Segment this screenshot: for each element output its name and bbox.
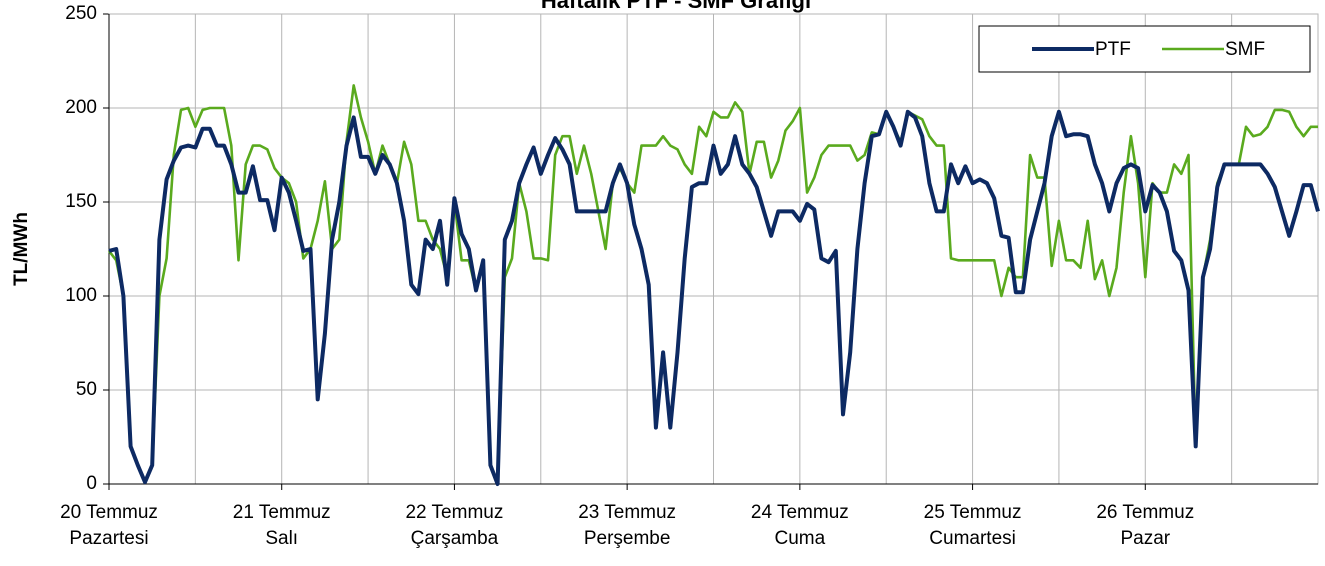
x-tick-label: Cuma	[775, 528, 826, 549]
x-tick-label: 22 Temmuz	[405, 502, 503, 523]
y-tick-label: 150	[65, 191, 97, 212]
x-tick-label: Pazartesi	[69, 528, 148, 549]
x-tick-label: Perşembe	[584, 528, 671, 549]
x-tick-label: Çarşamba	[411, 528, 499, 549]
y-tick-label: 200	[65, 97, 97, 118]
x-tick-label: Salı	[265, 528, 298, 549]
x-tick-label: 20 Temmuz	[60, 502, 158, 523]
x-tick-label: 25 Temmuz	[924, 502, 1022, 523]
legend-label: SMF	[1225, 39, 1265, 60]
legend-label: PTF	[1095, 39, 1131, 60]
x-tick-label: Cumartesi	[929, 528, 1016, 549]
y-tick-label: 50	[76, 379, 97, 400]
x-tick-label: 23 Temmuz	[578, 502, 676, 523]
x-tick-label: 26 Temmuz	[1096, 502, 1194, 523]
x-tick-label: 21 Temmuz	[233, 502, 331, 523]
chart-title: Haftalık PTF - SMF Grafiği	[541, 0, 811, 13]
x-tick-label: 24 Temmuz	[751, 502, 849, 523]
y-axis-label: TL/MWh	[11, 212, 32, 286]
y-tick-label: 100	[65, 285, 97, 306]
x-tick-label: Pazar	[1120, 528, 1170, 549]
line-series	[108, 109, 1320, 486]
y-tick-label: 0	[86, 473, 97, 494]
y-tick-label: 250	[65, 3, 97, 24]
